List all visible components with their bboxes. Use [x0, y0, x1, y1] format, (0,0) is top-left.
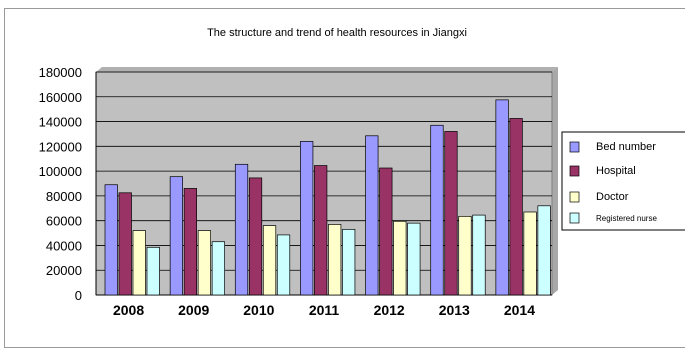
bar	[495, 99, 509, 296]
y-tick-label: 140000	[39, 115, 82, 130]
bar	[314, 165, 328, 296]
legend-swatch	[569, 191, 580, 203]
bar	[509, 118, 523, 296]
bar	[169, 176, 183, 296]
y-tick-label: 20000	[46, 263, 82, 278]
x-tick-label: 2012	[374, 302, 405, 318]
legend: Bed number Hospital Doctor Registered nurse	[561, 131, 685, 231]
y-tick-label: 180000	[39, 65, 82, 80]
y-tick-label: 60000	[46, 214, 82, 229]
legend-swatch	[569, 165, 580, 177]
bar	[104, 184, 118, 296]
bar	[430, 124, 444, 296]
bar	[132, 230, 146, 296]
bar	[197, 230, 211, 296]
x-tick-label: 2008	[113, 302, 144, 318]
bar	[393, 220, 407, 296]
legend-label: Bed number	[596, 141, 656, 153]
y-tick-label: 0	[75, 288, 82, 303]
plot-area: 0 20000 40000 60000 80000 100000 120000 140000 1…	[39, 65, 558, 318]
bar	[328, 224, 342, 296]
bar	[234, 163, 249, 296]
x-tick-label: 2011	[309, 302, 340, 318]
legend-swatch	[569, 212, 580, 224]
bar	[248, 177, 263, 296]
bar	[537, 205, 551, 296]
legend-label: Doctor	[596, 191, 629, 203]
x-tick-label: 2014	[504, 302, 535, 318]
bar	[365, 135, 379, 296]
plot-depth-side	[552, 67, 558, 295]
y-tick-label: 120000	[39, 139, 82, 154]
x-tick-label: 2013	[439, 302, 470, 318]
y-tick-label: 100000	[39, 164, 82, 179]
legend-swatch	[569, 141, 580, 153]
bar	[472, 214, 486, 296]
y-tick-label: 160000	[39, 90, 82, 105]
x-tick-label: 2009	[178, 302, 209, 318]
bar	[379, 167, 393, 296]
bar-chart: The structure and trend of health resour…	[39, 27, 685, 318]
x-tick-label: 2010	[243, 302, 274, 318]
legend-label: Registered nurse	[596, 214, 657, 223]
bar	[407, 222, 421, 296]
legend-box	[561, 131, 685, 231]
y-tick-label: 40000	[46, 238, 82, 253]
chart-container: The structure and trend of health resour…	[4, 8, 685, 348]
bar	[458, 215, 472, 296]
y-tick-label: 80000	[46, 189, 82, 204]
bar	[262, 225, 277, 296]
bar	[146, 246, 160, 296]
bar	[342, 228, 356, 296]
bar	[523, 211, 537, 296]
bar	[183, 188, 197, 296]
bar	[276, 234, 291, 296]
bar	[444, 131, 458, 296]
bar	[118, 192, 132, 296]
bar	[300, 141, 314, 296]
chart-title: The structure and trend of health resour…	[207, 27, 467, 39]
legend-label: Hospital	[596, 165, 636, 177]
bar	[211, 241, 225, 296]
plot-depth-top	[96, 67, 558, 72]
